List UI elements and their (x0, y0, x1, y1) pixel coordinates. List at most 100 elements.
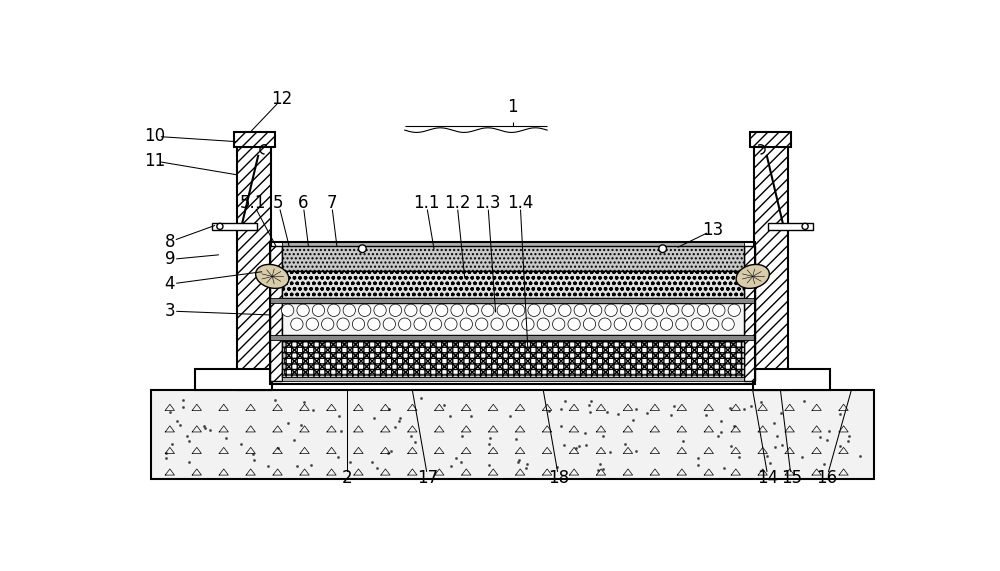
Circle shape (328, 304, 340, 316)
Circle shape (306, 318, 318, 330)
Circle shape (590, 304, 602, 316)
Circle shape (451, 304, 463, 316)
Text: 11: 11 (144, 152, 165, 170)
Text: 5.1: 5.1 (240, 194, 266, 212)
Circle shape (666, 304, 679, 316)
Text: 1.3: 1.3 (475, 194, 501, 212)
Circle shape (660, 318, 673, 330)
Bar (282, 376, 744, 381)
Bar (237, 136, 271, 391)
Circle shape (651, 304, 663, 316)
Bar (270, 298, 755, 303)
Circle shape (537, 318, 549, 330)
Text: 8: 8 (165, 233, 175, 251)
Circle shape (728, 304, 740, 316)
Circle shape (445, 318, 457, 330)
Circle shape (513, 304, 525, 316)
Circle shape (722, 318, 734, 330)
Circle shape (707, 318, 719, 330)
Circle shape (322, 318, 334, 330)
Ellipse shape (256, 264, 289, 288)
Bar (270, 242, 755, 384)
Circle shape (543, 304, 556, 316)
Text: 13: 13 (702, 221, 723, 239)
Bar (270, 247, 282, 381)
Circle shape (636, 304, 648, 316)
Circle shape (620, 304, 633, 316)
Circle shape (282, 304, 294, 316)
Bar (282, 271, 744, 298)
Circle shape (491, 318, 503, 330)
Circle shape (568, 318, 580, 330)
Circle shape (291, 318, 303, 330)
Circle shape (630, 318, 642, 330)
Text: 16: 16 (816, 469, 837, 487)
Circle shape (605, 304, 617, 316)
Bar (284, 342, 741, 374)
Text: 17: 17 (417, 469, 438, 487)
Bar (750, 132, 791, 147)
Text: 5: 5 (273, 194, 284, 212)
Text: 12: 12 (271, 90, 292, 108)
Circle shape (358, 304, 371, 316)
Bar (151, 391, 874, 479)
Circle shape (358, 245, 366, 252)
Circle shape (697, 304, 710, 316)
Text: 7: 7 (326, 194, 337, 212)
Circle shape (599, 318, 611, 330)
Ellipse shape (736, 264, 769, 288)
Circle shape (691, 318, 703, 330)
Circle shape (297, 304, 309, 316)
Text: 15: 15 (781, 469, 802, 487)
Bar (282, 340, 744, 376)
Text: 18: 18 (548, 469, 569, 487)
Circle shape (713, 304, 725, 316)
Text: 9: 9 (165, 251, 175, 268)
Circle shape (497, 304, 509, 316)
Circle shape (802, 223, 808, 230)
Text: 1.2: 1.2 (444, 194, 470, 212)
Text: 6: 6 (298, 194, 308, 212)
Bar (754, 136, 788, 391)
Bar (212, 223, 257, 230)
Text: 2: 2 (342, 469, 352, 487)
Text: 1: 1 (507, 98, 518, 116)
Circle shape (389, 304, 402, 316)
Circle shape (645, 318, 657, 330)
Circle shape (659, 245, 666, 252)
Bar (195, 369, 272, 391)
Bar (282, 242, 744, 247)
Circle shape (383, 318, 395, 330)
Circle shape (460, 318, 472, 330)
Text: 4: 4 (165, 275, 175, 293)
Bar (282, 247, 744, 271)
Circle shape (682, 304, 694, 316)
Circle shape (522, 318, 534, 330)
Circle shape (466, 304, 479, 316)
Circle shape (528, 304, 540, 316)
Text: 3: 3 (165, 302, 175, 320)
Circle shape (414, 318, 426, 330)
Circle shape (559, 304, 571, 316)
Circle shape (506, 318, 519, 330)
Bar (768, 223, 813, 230)
Circle shape (583, 318, 596, 330)
Circle shape (399, 318, 411, 330)
Bar (282, 303, 744, 335)
Circle shape (436, 304, 448, 316)
Circle shape (368, 318, 380, 330)
Circle shape (312, 304, 325, 316)
Circle shape (352, 318, 365, 330)
Circle shape (676, 318, 688, 330)
Bar (744, 247, 755, 381)
Circle shape (337, 318, 349, 330)
Circle shape (217, 223, 223, 230)
Text: 1.4: 1.4 (507, 194, 533, 212)
Circle shape (429, 318, 442, 330)
Circle shape (482, 304, 494, 316)
Text: 10: 10 (144, 127, 165, 145)
Bar (234, 132, 275, 147)
Circle shape (553, 318, 565, 330)
Text: 1.1: 1.1 (413, 194, 440, 212)
Circle shape (405, 304, 417, 316)
